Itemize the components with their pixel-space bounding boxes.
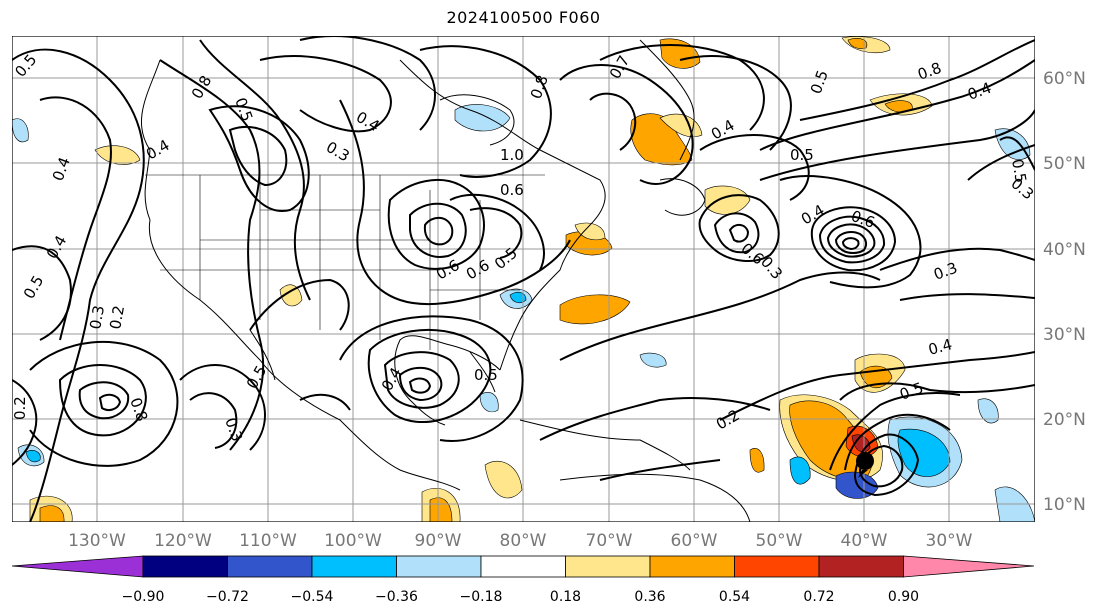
- colorbar-segment: [480, 555, 566, 578]
- contour-label: 0.5: [474, 366, 498, 384]
- coast-newfoundland: [659, 178, 706, 216]
- shade-yellow-carib: [484, 460, 523, 499]
- contour-label: 0.2: [106, 304, 128, 331]
- coast-baja: [249, 329, 276, 381]
- storm-marker: [856, 452, 874, 478]
- colorbar-segment: [227, 555, 313, 578]
- lon-tick-label: 120°W: [154, 531, 212, 551]
- colorbar-segment: [311, 555, 397, 578]
- colorbar-label: −0.72: [206, 589, 249, 605]
- colorbar-label: 0.54: [719, 589, 750, 605]
- colorbar-label: 0.18: [550, 589, 581, 605]
- colorbar-segment: [142, 555, 228, 578]
- colorbar: [11, 555, 1035, 578]
- lon-tick-label: 30°W: [926, 531, 973, 551]
- lon-tick-label: 60°W: [671, 531, 718, 551]
- shade-cyan-storm-e: [897, 428, 951, 477]
- lon-tick-label: 110°W: [239, 531, 297, 551]
- shade-orange-pacific-s: [39, 505, 65, 522]
- coastlines: [141, 39, 751, 522]
- lon-tick-label: 90°W: [415, 531, 462, 551]
- lat-tick-label: 30°N: [1043, 325, 1086, 345]
- contour-label: 0.5: [1008, 158, 1030, 185]
- colorbar-label: 0.36: [634, 589, 665, 605]
- contour-label: 0.5: [790, 146, 814, 164]
- shade-orange-top-right: [847, 38, 868, 49]
- contour-label: 0.6: [500, 181, 524, 199]
- colorbar-labels: −0.90 −0.72 −0.54 −0.36 −0.18 0.18 0.36 …: [122, 589, 920, 605]
- coast-hudson: [439, 94, 515, 146]
- map-title: 2024100500 F060: [446, 8, 601, 27]
- shade-blue-gulf: [479, 391, 499, 413]
- lon-tick-label: 40°W: [841, 531, 888, 551]
- lat-tick-label: 10°N: [1043, 495, 1086, 515]
- shade-cyan-carolina: [509, 291, 527, 304]
- coast-south-america: [559, 473, 751, 522]
- lat-tick-label: 20°N: [1043, 410, 1086, 430]
- coast-north-america-east: [399, 59, 606, 371]
- coast-north-america-west: [141, 59, 461, 491]
- shade-blue-pacific: [12, 118, 29, 143]
- lon-tick-label: 80°W: [500, 531, 547, 551]
- colorbar-segment: [396, 555, 482, 578]
- storm-center-dot: [856, 452, 874, 470]
- shaded-regions: [12, 36, 1035, 522]
- shade-blue-east: [977, 398, 999, 424]
- colorbar-extend-left: [11, 555, 144, 578]
- storm-tail: [858, 470, 868, 478]
- shade-orange-small: [749, 448, 765, 473]
- lon-tick-labels: 130°W 120°W 110°W 100°W 90°W 80°W 70°W 6…: [68, 531, 973, 551]
- colorbar-segment: [818, 555, 904, 578]
- lon-tick-label: 70°W: [586, 531, 633, 551]
- coast-greenland: [639, 39, 695, 161]
- lon-tick-label: 50°W: [756, 531, 803, 551]
- colorbar-label: −0.36: [375, 589, 418, 605]
- colorbar-label: −0.18: [460, 589, 503, 605]
- lat-tick-label: 40°N: [1043, 240, 1086, 260]
- map-panel: 0.5 0.5 0.4 0.4 0.8 0.4 0.3 0.3 0.4 1.0 …: [11, 36, 1035, 522]
- colorbar-label: −0.54: [291, 589, 334, 605]
- lat-tick-labels: 60°N 50°N 40°N 30°N 20°N 10°N: [1043, 69, 1086, 515]
- lat-tick-label: 60°N: [1043, 69, 1086, 89]
- lon-tick-label: 100°W: [324, 531, 382, 551]
- contour-label: 1.0: [500, 146, 524, 164]
- colorbar-label: 0.72: [803, 589, 834, 605]
- contours: [12, 36, 1035, 522]
- colorbar-segment: [565, 555, 651, 578]
- shade-orange-storm: [789, 400, 873, 480]
- shade-orange-off-carolina: [559, 294, 631, 325]
- colorbar-segment: [734, 555, 820, 578]
- colorbar-segment: [649, 555, 735, 578]
- shade-cyan-storm-w: [789, 456, 811, 485]
- contour-label: 0.4: [926, 335, 954, 359]
- shade-cyan-pacific-s: [25, 450, 41, 463]
- shade-blue-small: [639, 352, 667, 368]
- contour-label: 0.2: [11, 396, 29, 420]
- coast-carib: [519, 419, 691, 471]
- shade-orange-newfoundland: [704, 185, 751, 215]
- coast-florida: [469, 351, 496, 393]
- colorbar-label: 0.90: [888, 589, 919, 605]
- shade-yellow-small: [574, 222, 606, 241]
- colorbar-label: −0.90: [122, 589, 165, 605]
- shade-blue-hudson: [454, 104, 511, 132]
- lat-tick-label: 50°N: [1043, 154, 1086, 174]
- contour-label: 0.3: [86, 304, 108, 331]
- colorbar-extend-right: [903, 555, 1035, 578]
- shade-yellow-west: [279, 284, 303, 307]
- lon-tick-label: 130°W: [68, 531, 126, 551]
